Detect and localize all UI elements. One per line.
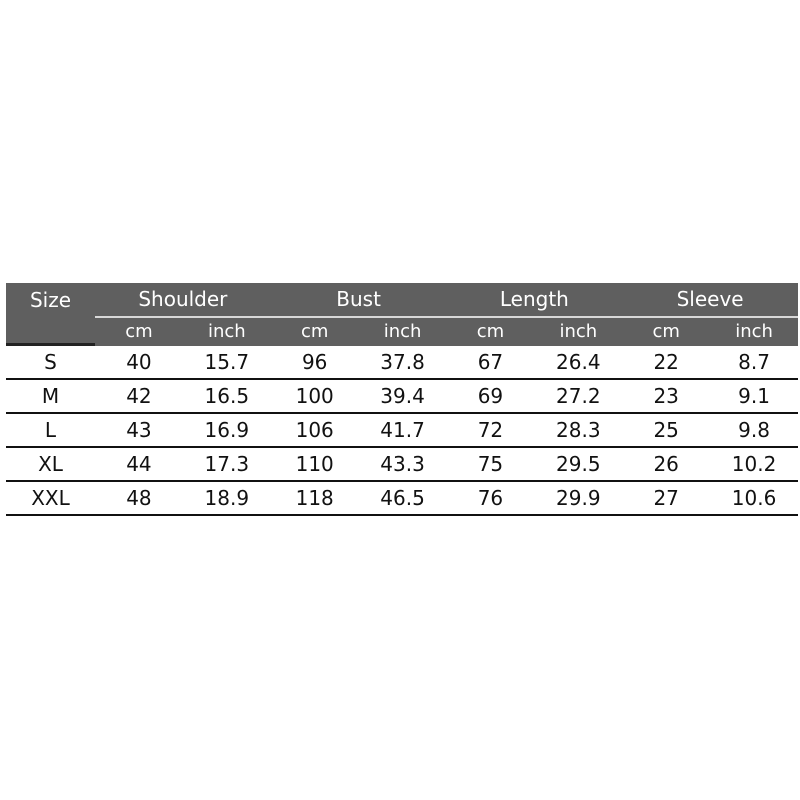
table-body: S 40 15.7 96 37.8 67 26.4 22 8.7 M 42 16.5 100 39.4 69… bbox=[6, 346, 798, 516]
measurement-cell: 46.5 bbox=[380, 486, 425, 510]
measurement-cell: 9.8 bbox=[738, 418, 770, 442]
measurement-cell: 69 bbox=[477, 384, 504, 408]
table-header: Size Shoulder Bust Length Sleeve cm inch… bbox=[6, 283, 798, 346]
header-divider bbox=[95, 316, 798, 318]
unit-label: inch bbox=[559, 321, 598, 342]
unit-label: inch bbox=[735, 321, 773, 342]
measurement-cell: 27 bbox=[653, 486, 679, 510]
measurement-cell: 29.5 bbox=[556, 452, 601, 476]
unit-label: cm bbox=[652, 321, 680, 342]
size-label: Size bbox=[29, 288, 72, 312]
measurement-cell: 40 bbox=[126, 350, 152, 374]
measurement-cell: 44 bbox=[126, 452, 152, 476]
measurement-cell: 22 bbox=[653, 350, 679, 374]
measurement-cell: 9.1 bbox=[738, 384, 770, 408]
table-row: M 42 16.5 100 39.4 69 27.2 23 9.1 bbox=[6, 380, 798, 414]
unit-row: cm inch cm inch cm inch cm inch bbox=[95, 318, 798, 346]
measurement-cell: 100 bbox=[295, 384, 334, 408]
table-row: XL 44 17.3 110 43.3 75 29.5 26 10.2 bbox=[6, 448, 798, 482]
measurement-cell: 26 bbox=[653, 452, 679, 476]
measurement-cell: 23 bbox=[653, 384, 679, 408]
measurement-cell: 96 bbox=[301, 350, 328, 374]
size-cell: S bbox=[44, 350, 57, 374]
group-length: Length bbox=[499, 287, 569, 311]
measurement-cell: 8.7 bbox=[738, 350, 770, 374]
measurement-cell: 10.2 bbox=[731, 452, 777, 476]
measurement-groups: Shoulder Bust Length Sleeve bbox=[95, 283, 798, 316]
measurement-cell: 39.4 bbox=[380, 384, 425, 408]
measurement-cell: 26.4 bbox=[556, 350, 601, 374]
unit-label: cm bbox=[476, 321, 505, 342]
measurement-cell: 72 bbox=[477, 418, 504, 442]
measurement-cell: 43.3 bbox=[380, 452, 425, 476]
measurement-cell: 18.9 bbox=[204, 486, 250, 510]
table-row: L 43 16.9 106 41.7 72 28.3 25 9.8 bbox=[6, 414, 798, 448]
unit-label: inch bbox=[207, 321, 246, 342]
unit-label: cm bbox=[300, 321, 329, 342]
measurement-cell: 17.3 bbox=[204, 452, 250, 476]
group-sleeve: Sleeve bbox=[676, 287, 744, 311]
size-cell: M bbox=[41, 384, 60, 408]
measurement-cell: 15.7 bbox=[204, 350, 250, 374]
measurement-cell: 42 bbox=[126, 384, 152, 408]
measurement-cell: 29.9 bbox=[556, 486, 601, 510]
measurement-cell: 118 bbox=[295, 486, 334, 510]
measurement-cell: 41.7 bbox=[380, 418, 425, 442]
measurement-cell: 110 bbox=[295, 452, 334, 476]
measurement-cell: 67 bbox=[477, 350, 504, 374]
measurement-cell: 16.9 bbox=[204, 418, 250, 442]
measurement-cell: 10.6 bbox=[731, 486, 777, 510]
unit-label: inch bbox=[383, 321, 422, 342]
size-cell: XL bbox=[38, 452, 63, 476]
table-row: S 40 15.7 96 37.8 67 26.4 22 8.7 bbox=[6, 346, 798, 380]
measurement-cell: 25 bbox=[653, 418, 679, 442]
measurement-cell: 76 bbox=[477, 486, 504, 510]
size-cell: XXL bbox=[31, 486, 70, 510]
group-bust: Bust bbox=[336, 287, 381, 311]
measurement-cell: 75 bbox=[477, 452, 504, 476]
measurement-cell: 43 bbox=[126, 418, 152, 442]
size-chart-table: Size Shoulder Bust Length Sleeve cm inch… bbox=[6, 283, 798, 516]
unit-label: cm bbox=[125, 321, 153, 342]
table-row: XXL 48 18.9 118 46.5 76 29.9 27 10.6 bbox=[6, 482, 798, 516]
measurement-cell: 27.2 bbox=[556, 384, 601, 408]
measurement-cell: 37.8 bbox=[380, 350, 425, 374]
size-cell: L bbox=[44, 418, 57, 442]
size-column-header: Size bbox=[6, 283, 95, 346]
measurement-cell: 106 bbox=[295, 418, 334, 442]
measurement-cell: 16.5 bbox=[204, 384, 250, 408]
measurement-cell: 48 bbox=[126, 486, 152, 510]
measurement-cell: 28.3 bbox=[556, 418, 601, 442]
group-shoulder: Shoulder bbox=[138, 287, 228, 311]
